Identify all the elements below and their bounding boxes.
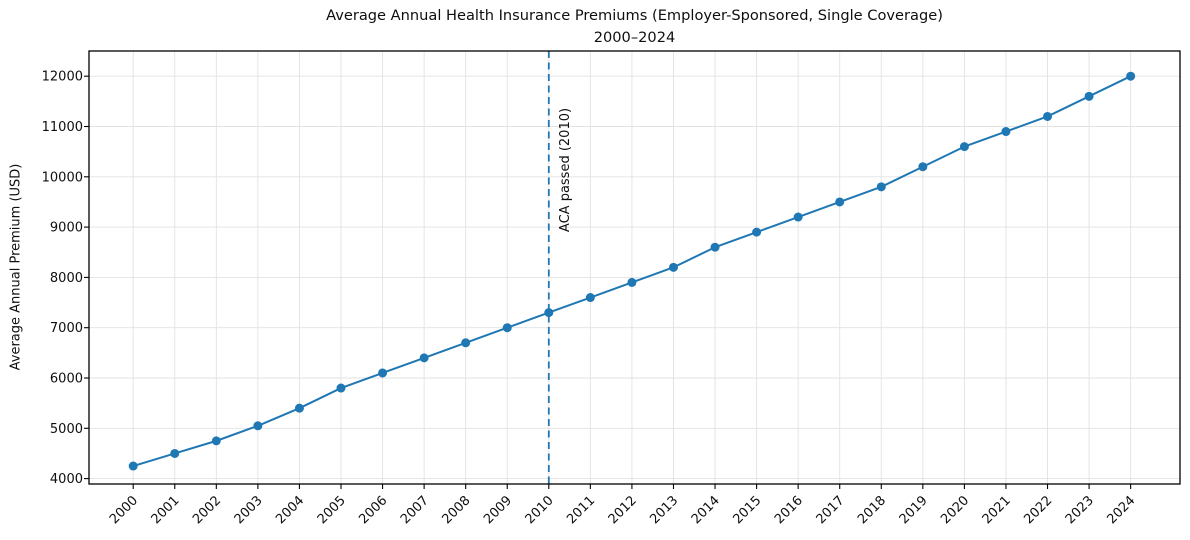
x-tick-label: 2006 bbox=[356, 493, 390, 527]
y-tick-label: 7000 bbox=[50, 321, 83, 336]
data-point-marker bbox=[835, 197, 845, 207]
data-point-marker bbox=[211, 436, 221, 446]
x-tick-label: 2005 bbox=[315, 493, 349, 527]
data-point-marker bbox=[1126, 71, 1136, 81]
x-tick-label: 2022 bbox=[1021, 493, 1055, 527]
x-tick-label: 2002 bbox=[190, 493, 224, 527]
x-tick-label: 2024 bbox=[1104, 493, 1138, 527]
y-tick-label: 10000 bbox=[42, 170, 83, 185]
data-point-marker bbox=[585, 293, 595, 303]
x-tick-label: 2011 bbox=[564, 493, 598, 527]
x-tick-label: 2021 bbox=[980, 493, 1014, 527]
y-tick-label: 5000 bbox=[50, 422, 83, 437]
data-point-marker bbox=[1084, 91, 1094, 101]
y-tick-label: 9000 bbox=[50, 221, 83, 236]
y-tick-label: 6000 bbox=[50, 372, 83, 387]
x-tick-label: 2003 bbox=[232, 493, 266, 527]
x-tick-label: 2000 bbox=[107, 493, 141, 527]
data-point-marker bbox=[752, 227, 762, 237]
data-point-marker bbox=[502, 323, 512, 333]
x-tick-label: 2015 bbox=[730, 493, 764, 527]
x-tick-label: 2016 bbox=[772, 493, 806, 527]
aca-annotation-label: ACA passed (2010) bbox=[558, 108, 573, 232]
x-tick-label: 2017 bbox=[814, 493, 848, 527]
x-tick-label: 2010 bbox=[523, 493, 557, 527]
y-tick-label: 8000 bbox=[50, 271, 83, 286]
data-point-marker bbox=[378, 368, 388, 378]
x-tick-label: 2007 bbox=[398, 493, 432, 527]
data-point-marker bbox=[668, 262, 678, 272]
data-point-marker bbox=[128, 461, 138, 471]
data-point-marker bbox=[627, 277, 637, 287]
data-point-marker bbox=[793, 212, 803, 222]
x-tick-label: 2014 bbox=[689, 493, 723, 527]
x-tick-label: 2020 bbox=[938, 493, 972, 527]
data-point-marker bbox=[461, 338, 471, 348]
x-tick-label: 2008 bbox=[440, 493, 474, 527]
data-point-marker bbox=[336, 383, 346, 393]
y-tick-label: 4000 bbox=[50, 472, 83, 487]
data-point-marker bbox=[918, 162, 928, 172]
data-point-marker bbox=[876, 182, 886, 192]
x-tick-label: 2019 bbox=[897, 493, 931, 527]
x-tick-label: 2009 bbox=[481, 493, 515, 527]
x-tick-label: 2018 bbox=[855, 493, 889, 527]
data-point-marker bbox=[544, 308, 554, 318]
y-tick-label: 11000 bbox=[42, 120, 83, 135]
x-tick-label: 2012 bbox=[606, 493, 640, 527]
x-tick-label: 2013 bbox=[647, 493, 681, 527]
data-point-marker bbox=[294, 403, 304, 413]
x-tick-label: 2004 bbox=[273, 493, 307, 527]
x-tick-label: 2001 bbox=[149, 493, 183, 527]
data-point-marker bbox=[1001, 127, 1011, 137]
axes-box bbox=[88, 50, 1181, 485]
data-point-marker bbox=[170, 448, 180, 458]
y-tick-label: 12000 bbox=[42, 70, 83, 85]
x-tick-label: 2023 bbox=[1063, 493, 1097, 527]
data-point-marker bbox=[710, 242, 720, 252]
data-point-marker bbox=[419, 353, 429, 363]
data-point-marker bbox=[253, 421, 263, 431]
data-point-marker bbox=[1043, 111, 1053, 121]
data-point-marker bbox=[959, 142, 969, 152]
